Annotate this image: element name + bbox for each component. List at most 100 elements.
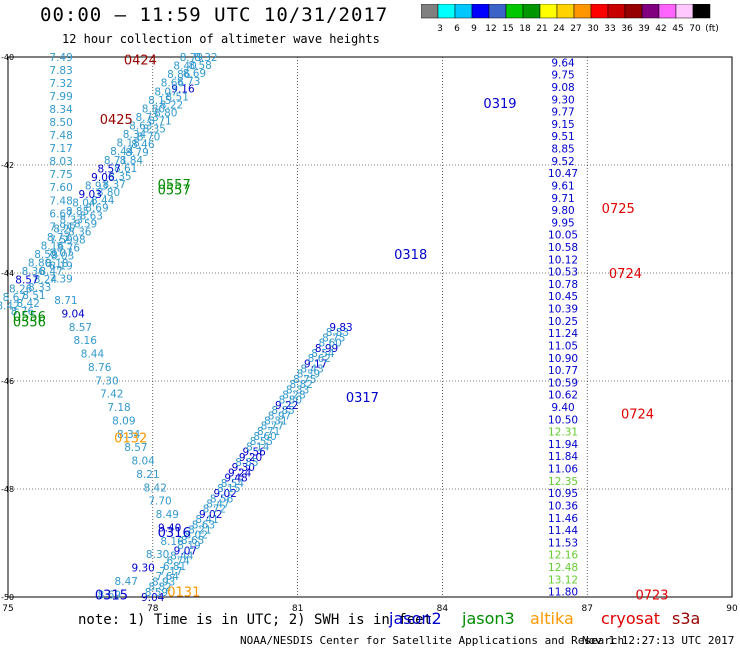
swh-value: 8.47 <box>206 499 229 511</box>
swh-value: 8.86 <box>167 69 191 81</box>
swh-value: 8.42 <box>0 300 20 312</box>
swh-value: 11.06 <box>548 464 578 476</box>
swh-value: 10.59 <box>548 377 578 389</box>
swh-value: 8.66 <box>161 78 185 90</box>
swh-value: 8.57 <box>124 442 147 454</box>
pass-time-label: 0557 <box>158 178 191 193</box>
pass-time-label: 0132 <box>114 432 147 447</box>
swh-value: 8.55 <box>250 436 273 448</box>
swh-value: 8.82 <box>290 379 313 391</box>
swh-value: 6.67 <box>49 208 72 220</box>
swh-value: 8.60 <box>253 431 276 443</box>
swh-value: 7.32 <box>49 78 72 90</box>
swh-value: 7.48 <box>49 130 72 142</box>
swh-value: 8.82 <box>148 582 171 594</box>
lon-tick-label: 81 <box>292 604 303 614</box>
swh-value: 9.24 <box>228 467 252 479</box>
swh-value: 8.19 <box>177 540 200 552</box>
swh-value: 11.44 <box>548 525 578 537</box>
swh-value: 8.76 <box>88 362 112 374</box>
swh-value: 8.61 <box>114 163 137 175</box>
swh-value: 9.04 <box>141 592 165 604</box>
swh-value: 9.80 <box>551 205 574 217</box>
swh-value: 8.39 <box>297 369 320 381</box>
swh-value: 8.15 <box>148 95 171 107</box>
swh-value: 8.76 <box>57 242 81 254</box>
lat-tick-label: -46 <box>1 377 14 386</box>
swh-value: 8.07 <box>154 86 177 98</box>
swh-value: 7.42 <box>100 389 123 401</box>
swh-value: 8.67 <box>3 292 26 304</box>
swh-value: 8.93 <box>152 576 175 588</box>
swh-value: 13.12 <box>548 574 578 586</box>
legend-tick-label: 27 <box>570 24 581 34</box>
swh-value: 8.31 <box>264 415 287 427</box>
swh-value: 8.33 <box>60 215 83 227</box>
swh-value: 9.77 <box>551 107 574 119</box>
swh-value: 9.95 <box>551 217 574 229</box>
swh-value: 8.69 <box>183 68 206 80</box>
swh-value: 7.64 <box>156 571 180 583</box>
swh-value: 9.16 <box>171 84 195 96</box>
swh-value: 10.36 <box>548 500 578 512</box>
pass-time-label: 0316 <box>158 526 191 541</box>
legend-tick-label: 15 <box>502 24 513 34</box>
swh-value: 7.83 <box>49 65 72 77</box>
swh-value: 8.54 <box>311 348 335 360</box>
swh-value: 8.54 <box>221 478 245 490</box>
swh-value: 8.44 <box>91 195 115 207</box>
pass-time-label: 0131 <box>167 586 200 601</box>
swh-value: 7.18 <box>107 402 130 414</box>
swh-value: 8.76 <box>11 306 35 318</box>
swh-value: 8.59 <box>74 219 97 231</box>
satellite-altika: altika <box>530 609 574 628</box>
swh-value: 8.99 <box>315 343 338 355</box>
swh-value: 10.45 <box>548 291 578 303</box>
swh-value: 8.16 <box>74 335 98 347</box>
swh-value: 9.40 <box>551 402 574 414</box>
lon-tick-label: 78 <box>147 604 159 614</box>
swh-value: 8.85 <box>235 457 258 469</box>
swh-value: 8.69 <box>98 589 121 601</box>
swh-value: 10.05 <box>548 230 578 242</box>
swh-value: 8.51 <box>22 290 45 302</box>
legend-tick-label: 45 <box>672 24 683 34</box>
swh-value: 8.80 <box>154 108 177 120</box>
pass-time-label: 0317 <box>346 391 379 406</box>
swh-value: 8.35 <box>108 171 131 183</box>
swh-value: 8.22 <box>160 100 183 112</box>
lon-tick-label: 87 <box>581 604 592 614</box>
swh-value: 7.59 <box>49 234 72 246</box>
pass-time-label: 0723 <box>635 588 668 603</box>
swh-value: 7.30 <box>95 375 118 387</box>
swh-value: 8.47 <box>115 576 138 588</box>
units-note: note: 1) Time is in UTC; 2) SWH is in fe… <box>78 612 433 628</box>
pass-time-label: 0724 <box>609 267 642 282</box>
lat-tick-label: -44 <box>1 269 14 278</box>
swh-value: 8.34 <box>49 104 73 116</box>
swh-value: 8.73 <box>177 76 200 88</box>
pass-time-label: 0556 <box>13 316 46 331</box>
swh-value: 10.77 <box>548 365 578 377</box>
lat-tick-label: -40 <box>1 53 14 62</box>
swh-value: 8.40 <box>173 61 196 73</box>
swh-value: 8.37 <box>102 179 125 191</box>
swh-value: 8.73 <box>47 232 70 244</box>
chart-title: 00:00 – 11:59 UTC 10/31/2017 <box>40 4 389 26</box>
swh-value: 9.30 <box>551 94 574 106</box>
swh-value: 9.02 <box>199 509 222 521</box>
legend-tick-label: 30 <box>587 24 599 34</box>
swh-value: 9.15 <box>551 119 574 131</box>
swh-value: 7.48 <box>49 195 72 207</box>
legend-tick-label: 3 <box>437 24 443 34</box>
swh-value: 7.98 <box>62 234 85 246</box>
pass-time-label: 0318 <box>394 248 427 263</box>
legend-tick-label: 33 <box>604 24 615 34</box>
swh-value: 12.35 <box>548 476 578 488</box>
swh-value: 10.12 <box>548 254 578 266</box>
swh-value: 8.71 <box>104 155 127 167</box>
swh-value: 8.77 <box>261 421 284 433</box>
swh-value: 10.95 <box>548 488 578 500</box>
swh-value: 8.24 <box>34 274 58 286</box>
swh-value: 8.36 <box>68 226 92 238</box>
